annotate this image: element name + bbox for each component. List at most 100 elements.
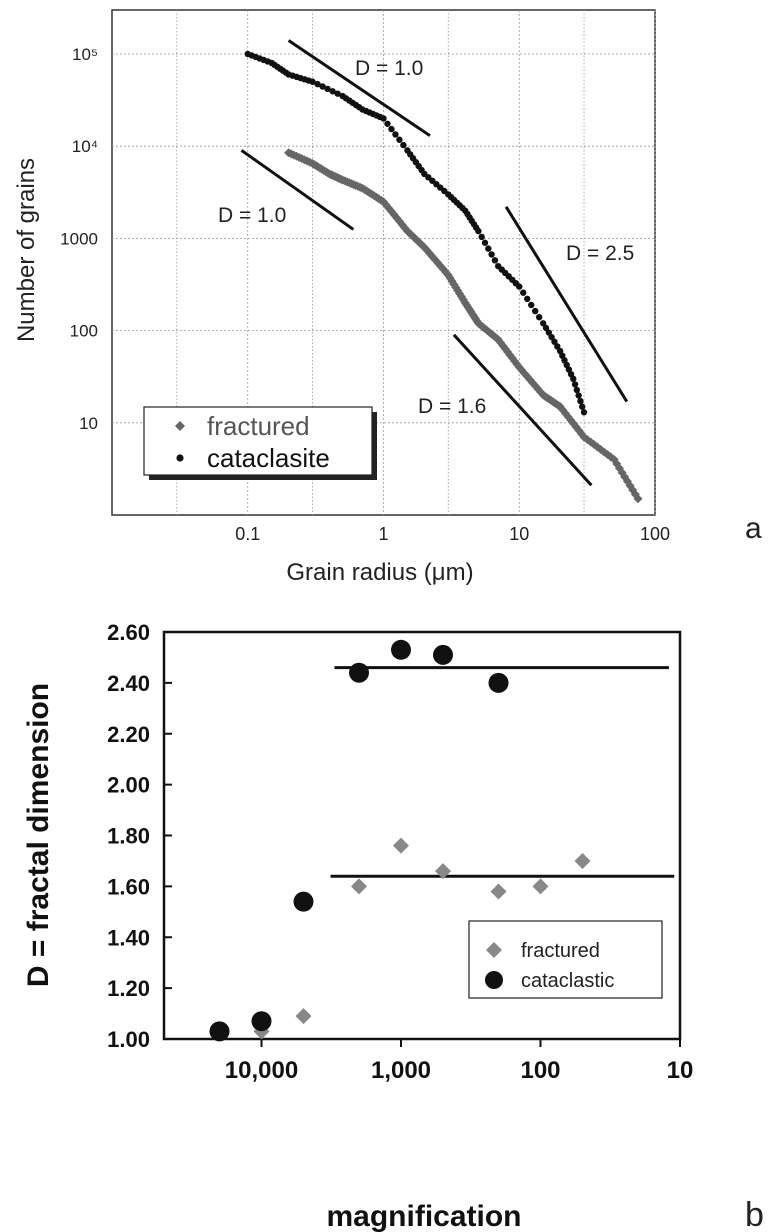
slope-line-a-3 <box>452 333 593 487</box>
x-axis-label-a: Grain radius (μm) <box>286 559 473 586</box>
slope-line-a-1 <box>240 149 355 231</box>
y-tick-label-b: 1.80 <box>107 824 150 849</box>
point-fractured-b <box>434 863 451 880</box>
point-cataclasite-a <box>392 131 399 138</box>
point-cataclasite-a <box>481 239 489 246</box>
point-cataclastic-b <box>391 639 412 660</box>
point-cataclastic-b <box>488 672 509 693</box>
point-cataclastic-b <box>293 891 314 912</box>
point-fractured-b <box>490 883 507 900</box>
y-tick-label-a: 1000 <box>60 229 98 248</box>
legend-box-a <box>143 406 373 476</box>
slope-label-a-1: D = 1.0 <box>218 204 286 227</box>
point-fractured-b <box>295 1008 312 1025</box>
y-tick-label-b: 2.60 <box>107 620 150 645</box>
x-tick-label-a: 10 <box>509 524 529 544</box>
point-cataclasite-a <box>580 409 588 416</box>
x-tick-labels-a: 0.1 1 10 100 <box>235 524 670 544</box>
legend-marker-fractured-a <box>175 421 185 431</box>
slope-line-a-0 <box>287 39 431 137</box>
y-tick-label-b: 2.40 <box>107 671 150 696</box>
point-cataclasite-a <box>319 83 326 90</box>
legend-marker-cataclastic-b <box>485 971 503 989</box>
legend-label-cataclastic-b: cataclastic <box>521 970 614 992</box>
legend-label-fractured-b: fractured <box>521 940 600 962</box>
point-cataclasite-a <box>380 115 387 122</box>
reference-lines-b <box>330 666 675 878</box>
point-cataclastic-b <box>209 1021 230 1042</box>
point-cataclasite-a <box>524 295 531 303</box>
x-tick-label-a: 1 <box>378 524 388 544</box>
y-tick-labels-b: 1.00 1.20 1.40 1.60 1.80 2.00 2.20 2.40 2.60 <box>107 620 150 1052</box>
point-cataclasite-a <box>488 251 495 258</box>
point-cataclasite-a <box>388 125 395 133</box>
point-cataclasite-a <box>309 78 316 85</box>
panel-label-a: a <box>745 512 762 545</box>
reference-lines-a: D = 1.0 D = 1.0 D = 2.5 D = 1.6 <box>218 39 634 487</box>
slope-label-a-3: D = 1.6 <box>418 395 486 418</box>
point-cataclasite-a <box>570 375 577 383</box>
point-cataclasite-a <box>551 338 558 345</box>
y-tick-label-b: 1.60 <box>107 874 150 899</box>
point-cataclasite-a <box>314 80 321 88</box>
y-tick-label-a: 10⁵ <box>72 45 98 64</box>
x-tick-label-a: 100 <box>640 524 670 544</box>
point-fractured-b <box>393 837 410 854</box>
panel-label-b: b <box>745 1196 764 1232</box>
slope-label-a-2: D = 2.5 <box>566 242 634 265</box>
point-cataclastic-b <box>432 644 453 665</box>
point-cataclasite-a <box>329 88 336 95</box>
legend-marker-fractured-b <box>486 942 502 958</box>
y-tick-label-b: 1.20 <box>107 976 150 1001</box>
point-cataclasite-a <box>571 381 579 388</box>
point-cataclasite-a <box>573 386 581 394</box>
point-cataclasite-a <box>575 392 582 399</box>
x-tick-label-b: 10,000 <box>225 1057 298 1084</box>
point-cataclasite-a <box>579 403 586 410</box>
panel-b: 10,000 1,000 100 10 1.00 1.20 1.40 1.60 1.80 2.0… <box>22 620 764 1232</box>
point-cataclasite-a <box>384 120 391 127</box>
point-cataclasite-a <box>516 283 523 290</box>
point-cataclasite-a <box>396 136 403 143</box>
point-fractured-b <box>574 852 591 869</box>
point-cataclasite-a <box>545 329 553 336</box>
x-tick-labels-b: 10,000 1,000 100 10 <box>225 1057 694 1084</box>
slope-label-a-0: D = 1.0 <box>355 57 423 80</box>
y-tick-label-a: 10 <box>79 414 98 433</box>
point-cataclasite-a <box>400 141 407 149</box>
point-cataclasite-a <box>554 343 561 350</box>
data-points-a <box>244 50 643 504</box>
y-tick-label-b: 2.20 <box>107 722 150 747</box>
point-cataclasite-a <box>542 324 550 332</box>
y-tick-label-b: 1.00 <box>107 1027 150 1052</box>
point-fractured-a <box>633 494 643 504</box>
legend-label-cataclasite-a: cataclasite <box>207 443 330 473</box>
point-cataclasite-a <box>535 313 543 321</box>
slope-line-a-2 <box>504 206 629 403</box>
y-axis-label-b: D = fractal dimension <box>22 683 55 987</box>
point-cataclasite-a <box>539 320 547 327</box>
point-cataclastic-b <box>349 662 370 683</box>
point-cataclasite-a <box>478 233 485 241</box>
legend-b: fractured cataclastic <box>468 920 663 999</box>
point-cataclasite-a <box>577 397 584 405</box>
y-tick-label-b: 1.40 <box>107 925 150 950</box>
x-tick-label-b: 100 <box>520 1057 560 1084</box>
point-cataclasite-a <box>520 289 527 296</box>
y-tick-label-b: 2.00 <box>107 773 150 798</box>
y-axis-label-a: Number of grains <box>13 158 40 342</box>
point-fractured-b <box>532 878 549 895</box>
x-tick-label-a: 0.1 <box>235 524 260 544</box>
legend-label-fractured-a: fractured <box>207 411 310 441</box>
panel-a: D = 1.0 D = 1.0 D = 2.5 D = 1.6 0.1 1 10 100 1… <box>13 9 762 586</box>
point-cataclasite-a <box>485 245 492 252</box>
x-tick-label-b: 1,000 <box>371 1057 431 1084</box>
point-cataclasite-a <box>475 227 482 235</box>
legend-a: fractured cataclasite <box>143 406 377 480</box>
data-points-b <box>209 639 591 1042</box>
axis-ticks-b <box>164 631 681 1047</box>
point-fractured-b <box>351 878 368 895</box>
point-cataclastic-b <box>251 1011 272 1032</box>
x-tick-label-b: 10 <box>667 1057 694 1084</box>
